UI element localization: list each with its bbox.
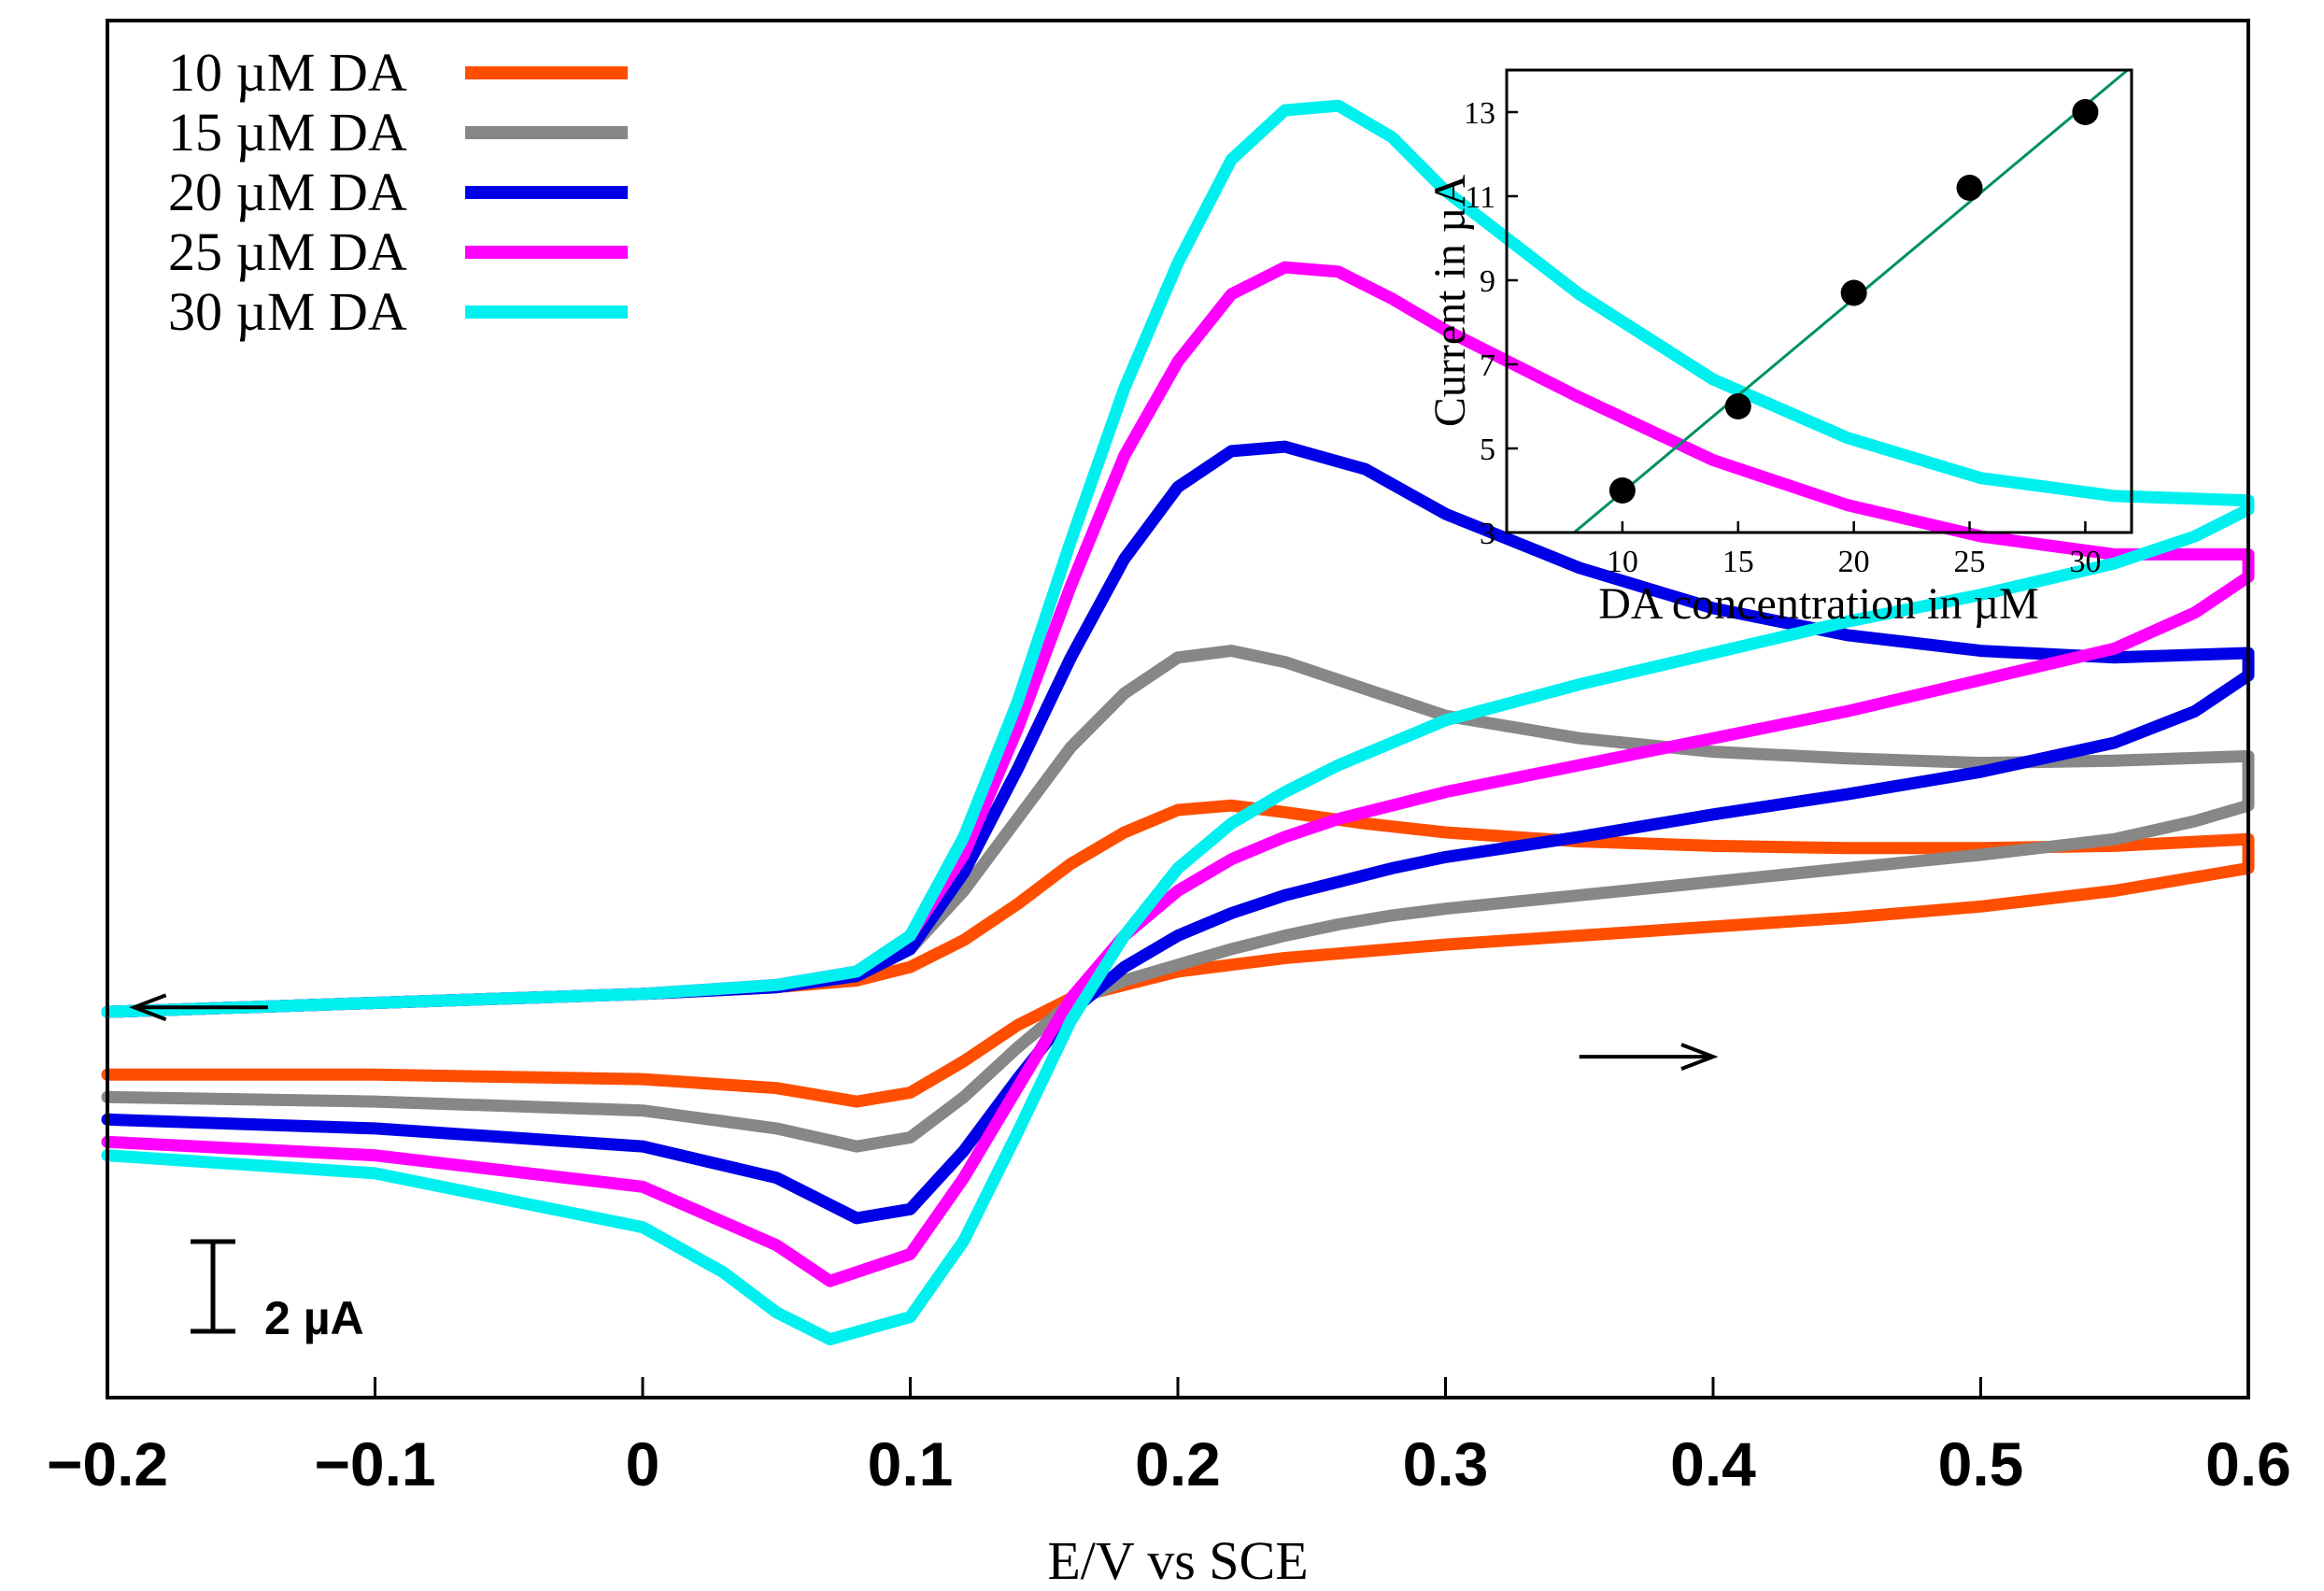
inset-y-tick-label: 3 (1480, 517, 1495, 551)
main-x-tick-label: −0.1 (314, 1429, 435, 1499)
main-plot: −0.2 −0.1 0 0.1 0.2 0.3 0.4 0.5 0.6 E/V vs SCE (47, 19, 2291, 1591)
inset-y-tick-label: 7 (1480, 348, 1495, 383)
current-scale-bar: 2 µA (191, 1239, 364, 1344)
inset-data-point (1724, 393, 1751, 419)
inset-x-tick-label: 25 (1954, 545, 1986, 579)
legend-label: 15 µM DA (168, 102, 407, 163)
legend-label: 25 µM DA (168, 221, 407, 282)
main-x-tick-label: 0.4 (1670, 1429, 1756, 1499)
scale-bar-label: 2 µA (264, 1292, 364, 1344)
inset-y-tick-label: 5 (1480, 433, 1495, 467)
main-x-ticks: −0.2 −0.1 0 0.1 0.2 0.3 0.4 0.5 0.6 (47, 1377, 2291, 1499)
main-x-tick-label: 0 (626, 1429, 660, 1499)
legend-label: 30 µM DA (168, 281, 407, 342)
main-x-tick-label: 0.5 (1938, 1429, 2024, 1499)
legend-label: 10 µM DA (168, 42, 407, 103)
legend-label: 20 µM DA (168, 162, 407, 222)
inset-content (1573, 68, 2129, 534)
scan-arrow-head (1680, 1043, 1719, 1071)
cv-curve-2 (101, 645, 2255, 1153)
main-x-tick-label: −0.2 (47, 1429, 168, 1499)
scale-bar-mark (191, 1239, 235, 1334)
inset-data-point (1840, 279, 1867, 306)
main-x-tick-label: 0.1 (868, 1429, 954, 1499)
inset-x-tick-label: 10 (1607, 545, 1638, 579)
inset-x-tick-label: 20 (1838, 545, 1870, 579)
main-x-tick-label: 0.6 (2205, 1429, 2291, 1499)
scan-direction-arrows (129, 993, 1719, 1071)
main-x-tick-label: 0.2 (1135, 1429, 1221, 1499)
inset-data-point (2072, 99, 2099, 125)
inset-data-point (1956, 175, 1983, 201)
inset-y-tick-label: 13 (1464, 96, 1495, 131)
inset-x-tick-label: 15 (1722, 545, 1754, 579)
inset-y-axis-label: Current in µA (1425, 175, 1475, 428)
inset-x-tick-label: 30 (2069, 545, 2101, 579)
cv-curve-1 (101, 799, 2255, 1108)
cv-curve-5 (101, 99, 2255, 1346)
inset-x-axis-label: DA concentration in µM (1598, 579, 2039, 629)
inset-plot-frame (1505, 68, 2133, 534)
scan-arrow-left (129, 993, 268, 1022)
main-x-axis-label: E/V vs SCE (1047, 1530, 1308, 1591)
inset-y-tick-label: 9 (1480, 264, 1495, 299)
inset-data-point (1608, 477, 1636, 504)
inset-y-tick-label: 11 (1465, 180, 1495, 215)
main-x-tick-label: 0.3 (1403, 1429, 1489, 1499)
scan-arrow-head (129, 993, 167, 1022)
scan-arrow-right (1579, 1043, 1719, 1071)
